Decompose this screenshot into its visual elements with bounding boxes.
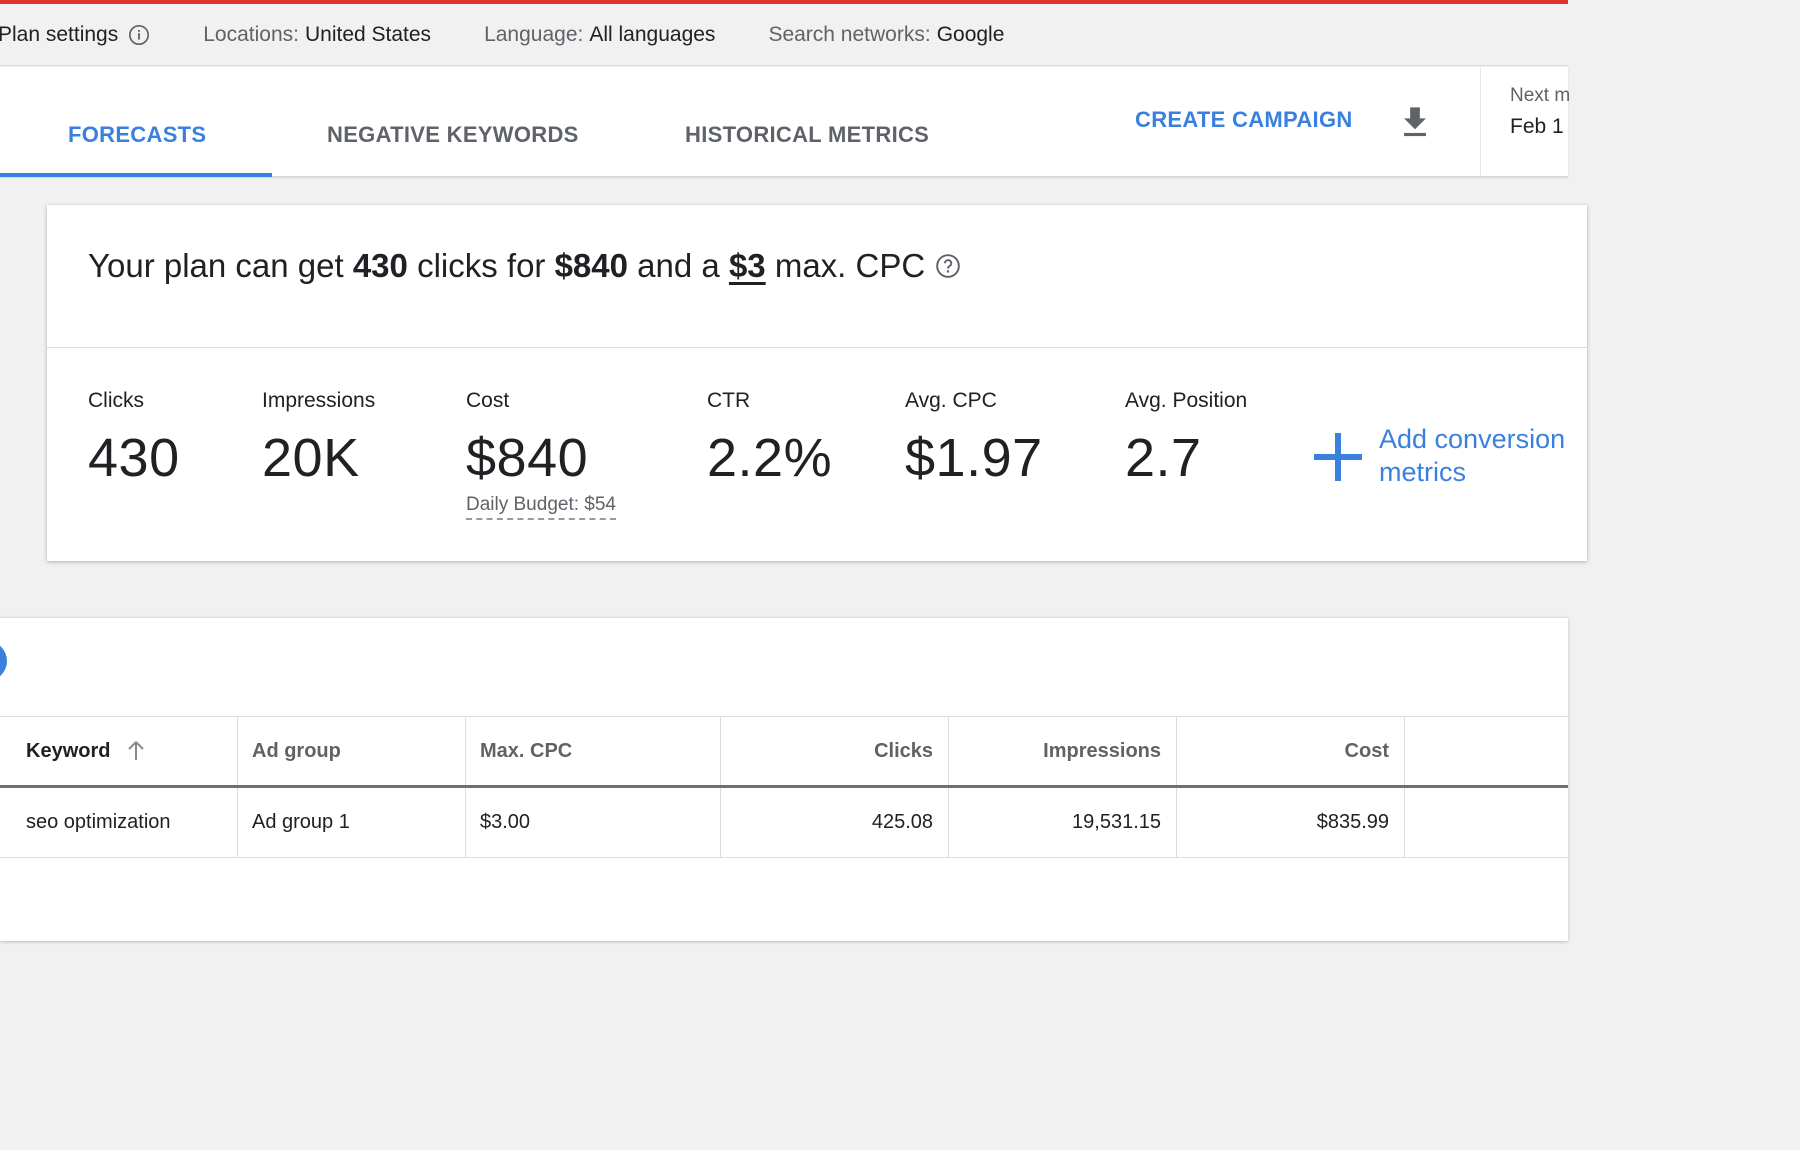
card-divider xyxy=(47,347,1587,348)
cell-clicks: 425.08 xyxy=(871,811,933,833)
cell-keyword[interactable]: seo optimization xyxy=(26,811,171,833)
column-divider xyxy=(1176,717,1177,785)
column-divider xyxy=(465,717,466,785)
add-keyword-fab[interactable] xyxy=(0,641,7,681)
metric-avg-cpc: Avg. CPC $1.97 xyxy=(905,389,1043,489)
plan-settings-label: Plan settings xyxy=(0,22,119,46)
summary-mid2: and a xyxy=(637,247,720,284)
column-divider xyxy=(1404,788,1405,857)
toolbar-divider xyxy=(1480,67,1481,177)
header-cost[interactable]: Cost xyxy=(1344,739,1389,762)
add-conversion-label: Add conversion metrics xyxy=(1379,423,1565,489)
metric-clicks-label: Clicks xyxy=(88,389,144,412)
metric-impressions: Impressions 20K xyxy=(262,389,375,489)
metric-clicks: Clicks 430 xyxy=(88,389,180,489)
daily-budget-link[interactable]: Daily Budget: $54 xyxy=(466,494,616,520)
summary-max-cpc[interactable]: $3 xyxy=(728,247,766,284)
language-value: All languages xyxy=(589,22,716,46)
cell-cost: $835.99 xyxy=(1316,811,1389,833)
column-divider xyxy=(720,788,721,857)
table-header: Keyword Ad group Max. CPC Clicks Impress… xyxy=(0,716,1568,788)
metric-ctr-label: CTR xyxy=(707,389,751,412)
cell-ad-group[interactable]: Ad group 1 xyxy=(252,811,350,833)
forecast-card: Your plan can get 430 clicks for $840 an… xyxy=(47,205,1587,561)
column-divider xyxy=(948,788,949,857)
plus-icon xyxy=(1314,433,1362,481)
plan-settings-bar: Plan settings Locations: United States La… xyxy=(0,4,1568,66)
tab-negative-keywords-label: NEGATIVE KEYWORDS xyxy=(327,122,579,147)
tab-forecasts-label: FORECASTS xyxy=(68,122,207,147)
language-label: Language: xyxy=(484,22,584,46)
date-range-value: Feb 1 xyxy=(1510,115,1564,138)
column-divider xyxy=(948,717,949,785)
metric-avg-position: Avg. Position 2.7 xyxy=(1125,389,1247,489)
date-range-selector[interactable]: Next m Feb 1 xyxy=(1510,85,1570,139)
cell-max-cpc[interactable]: $3.00 xyxy=(480,811,531,833)
forecast-summary: Your plan can get 430 clicks for $840 an… xyxy=(88,247,961,285)
header-keyword-label: Keyword xyxy=(26,739,111,762)
metric-impressions-label: Impressions xyxy=(262,389,376,412)
cell-impressions: 19,531.15 xyxy=(1072,811,1161,833)
metric-cost-label: Cost xyxy=(466,389,510,412)
header-impressions[interactable]: Impressions xyxy=(1043,739,1161,762)
summary-prefix: Your plan can get xyxy=(88,247,344,284)
header-clicks[interactable]: Clicks xyxy=(874,739,933,762)
create-campaign-button[interactable]: CREATE CAMPAIGN xyxy=(1135,107,1353,132)
metric-avg-cpc-value: $1.97 xyxy=(905,428,1043,488)
column-divider xyxy=(237,717,238,785)
summary-clicks: 430 xyxy=(352,247,408,284)
add-conversion-line2: metrics xyxy=(1379,457,1466,487)
keywords-table: Keyword Ad group Max. CPC Clicks Impress… xyxy=(0,716,1568,858)
column-divider xyxy=(237,788,238,857)
column-divider xyxy=(720,717,721,785)
top-accent-bar xyxy=(0,0,1568,4)
sort-ascending-icon[interactable] xyxy=(126,740,146,762)
metric-avg-position-value: 2.7 xyxy=(1125,428,1202,488)
table-row[interactable]: seo optimization Ad group 1 $3.00 425.08… xyxy=(0,788,1568,858)
help-icon[interactable] xyxy=(935,253,961,279)
search-networks-value: Google xyxy=(936,22,1005,46)
add-conversion-line1: Add conversion xyxy=(1379,424,1566,454)
header-ad-group[interactable]: Ad group xyxy=(252,739,341,762)
active-tab-indicator xyxy=(0,173,272,177)
column-divider xyxy=(465,788,466,857)
header-keyword[interactable]: Keyword xyxy=(11,717,237,785)
metric-avg-position-label: Avg. Position xyxy=(1125,389,1248,412)
download-icon[interactable] xyxy=(1400,105,1430,139)
metric-clicks-value: 430 xyxy=(88,428,180,488)
locations-label: Locations: xyxy=(203,22,299,46)
metric-ctr-value: 2.2% xyxy=(707,428,833,488)
summary-suffix: max. CPC xyxy=(774,247,926,284)
search-networks-setting[interactable]: Search networks: Google xyxy=(768,23,1004,47)
column-divider xyxy=(1404,717,1405,785)
plan-settings-title[interactable]: Plan settings xyxy=(0,23,150,47)
metric-ctr: CTR 2.2% xyxy=(707,389,832,489)
tab-historical-metrics[interactable]: HISTORICAL METRICS xyxy=(685,67,929,177)
tab-bar: FORECASTS NEGATIVE KEYWORDS HISTORICAL M… xyxy=(0,67,1570,177)
metric-cost: Cost $840 xyxy=(466,389,588,489)
header-max-cpc[interactable]: Max. CPC xyxy=(480,739,573,762)
metric-impressions-value: 20K xyxy=(262,428,360,488)
keywords-panel: Keyword Ad group Max. CPC Clicks Impress… xyxy=(0,617,1568,941)
tab-negative-keywords[interactable]: NEGATIVE KEYWORDS xyxy=(327,67,579,177)
summary-mid1: clicks for xyxy=(417,247,546,284)
language-setting[interactable]: Language: All languages xyxy=(484,23,715,47)
locations-setting[interactable]: Locations: United States xyxy=(203,23,431,47)
tab-forecasts[interactable]: FORECASTS xyxy=(68,67,206,177)
info-icon[interactable] xyxy=(128,24,150,46)
search-networks-label: Search networks: xyxy=(768,22,931,46)
metric-avg-cpc-label: Avg. CPC xyxy=(905,389,997,412)
date-range-label: Next m xyxy=(1510,85,1571,106)
metric-cost-value: $840 xyxy=(466,428,589,488)
tab-historical-metrics-label: HISTORICAL METRICS xyxy=(685,122,930,147)
locations-value: United States xyxy=(304,22,432,46)
column-divider xyxy=(1176,788,1177,857)
summary-cost: $840 xyxy=(554,247,628,284)
add-conversion-metrics-button[interactable]: Add conversion metrics xyxy=(1312,423,1565,489)
